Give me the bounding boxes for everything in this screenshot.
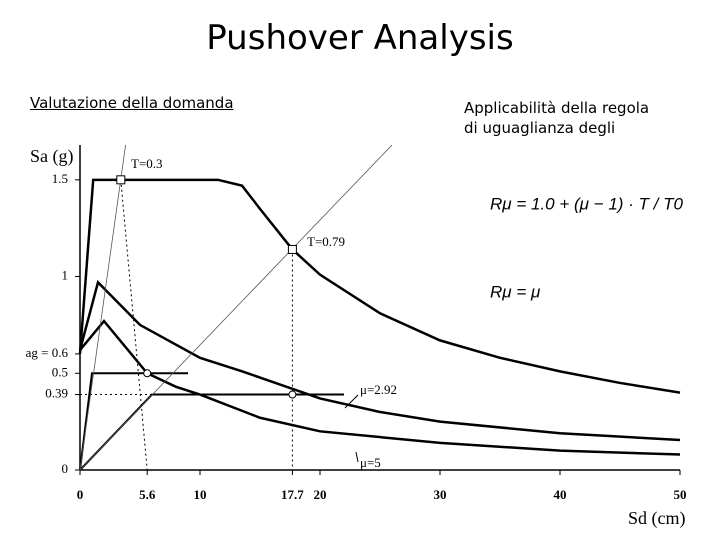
title: Pushover Analysis xyxy=(206,18,514,58)
text-line: Applicabilità della regola xyxy=(464,99,650,117)
marker xyxy=(288,390,297,399)
y-tick-label: 1 xyxy=(62,268,69,283)
x-tick-label: 20 xyxy=(314,487,327,502)
annotation: μ=5 xyxy=(360,455,381,470)
marker xyxy=(287,244,297,254)
marker xyxy=(143,369,152,378)
annotation: T=0.79 xyxy=(307,234,345,249)
curve xyxy=(79,144,393,471)
x-tick-label: 10 xyxy=(194,487,207,502)
marker xyxy=(116,175,126,185)
y-label: Sa (g) xyxy=(30,146,74,167)
x-tick-label: 5.6 xyxy=(139,487,156,502)
curve xyxy=(79,319,681,456)
y-tick-label: 1.5 xyxy=(52,171,68,186)
y-tick-label: 0.39 xyxy=(45,386,68,401)
arrow xyxy=(355,451,359,463)
caption: Valutazione della domanda xyxy=(30,94,234,112)
curve xyxy=(79,144,126,471)
annotation: T=0.3 xyxy=(131,156,163,171)
curve xyxy=(120,179,148,471)
x-tick-label: 30 xyxy=(434,487,447,502)
annotation: μ=2.92 xyxy=(360,382,397,397)
curve xyxy=(79,372,188,471)
right-text: Applicabilità della regola di uguaglianza… xyxy=(464,98,649,138)
x-label: Sd (cm) xyxy=(628,508,686,529)
x-tick-label: 50 xyxy=(674,487,687,502)
curve xyxy=(78,279,681,442)
y-tick-label: ag = 0.6 xyxy=(26,345,69,360)
y-tick-label: 0 xyxy=(62,461,69,476)
x-tick-label: 40 xyxy=(554,487,567,502)
text-line: di uguaglianza degli xyxy=(464,119,616,137)
formula: Rμ = 1.0 + (μ − 1) · T / T0 xyxy=(490,194,683,213)
x-tick-label: 0 xyxy=(77,487,84,502)
y-tick-label: 0.5 xyxy=(52,364,68,379)
curve xyxy=(78,178,681,394)
formula: Rμ = μ xyxy=(490,282,541,301)
chart-bg xyxy=(30,140,690,538)
x-tick-label: 17.7 xyxy=(281,487,304,502)
